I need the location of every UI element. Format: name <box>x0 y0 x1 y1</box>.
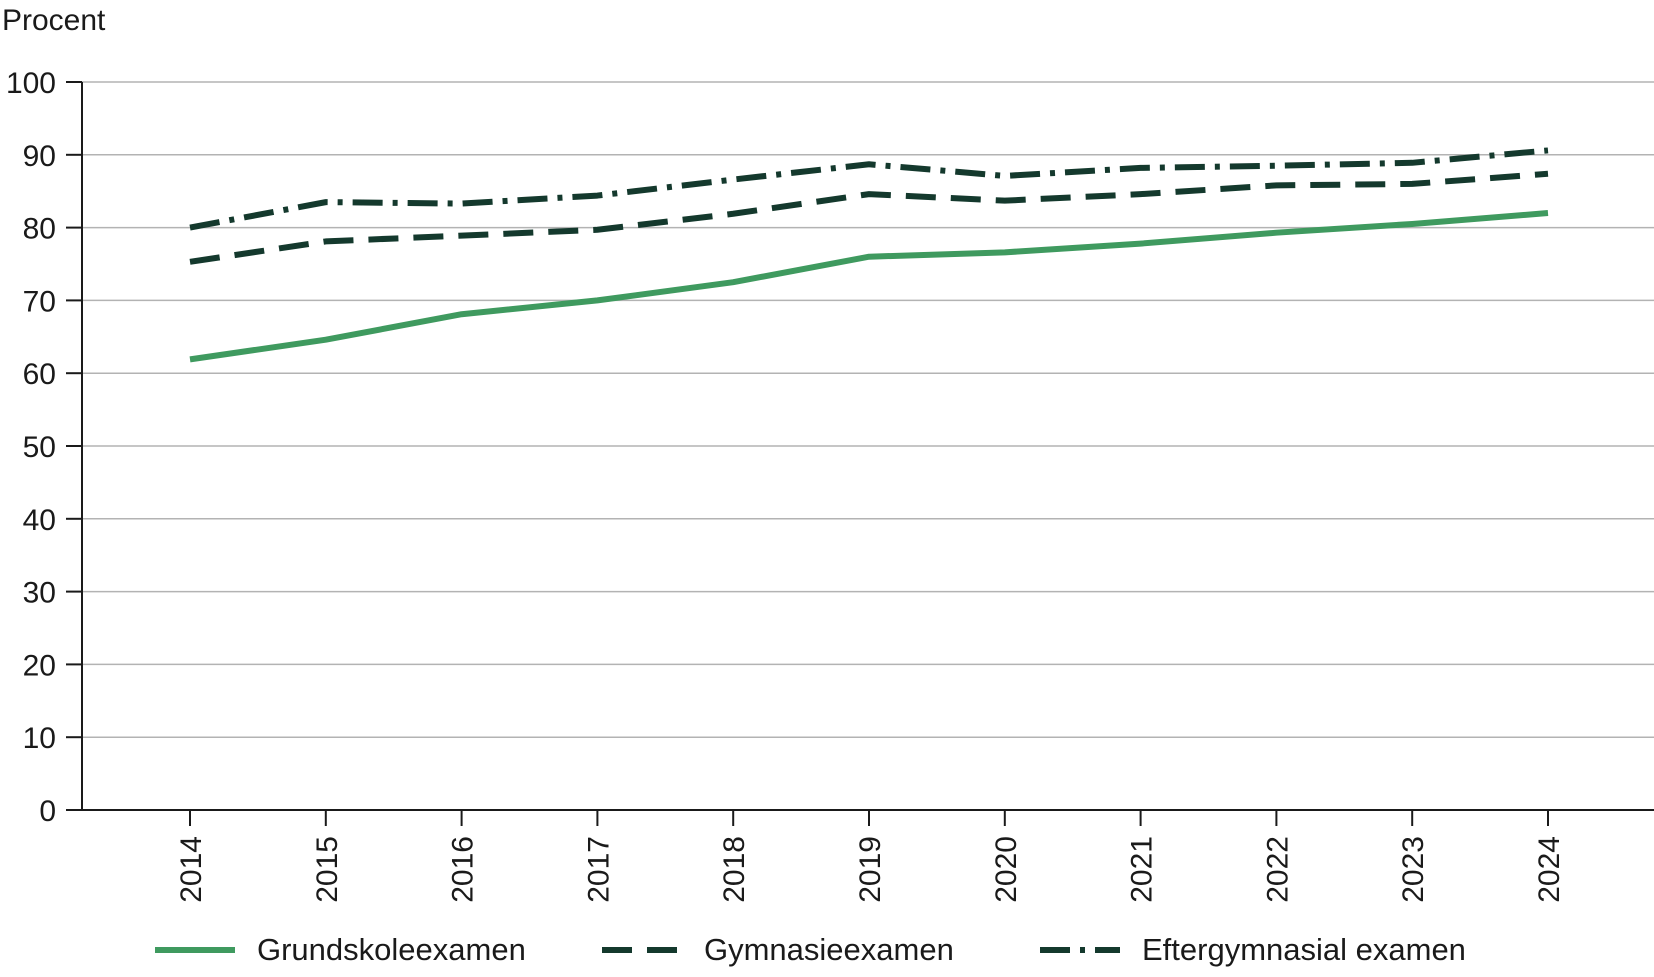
x-tick-label: 2017 <box>582 836 615 903</box>
legend-swatch-dashed <box>602 947 682 953</box>
y-tick-label: 100 <box>6 67 56 100</box>
y-axis-ticks: 0 10 20 30 40 50 60 70 80 90 100 <box>6 67 82 828</box>
y-tick-label: 70 <box>23 285 56 318</box>
x-tick-label: 2016 <box>447 836 480 903</box>
x-tick-label: 2022 <box>1261 836 1294 903</box>
x-tick-label: 2024 <box>1533 836 1566 903</box>
legend-label: Eftergymnasial examen <box>1142 932 1466 967</box>
series-line-grundskoleexamen <box>189 210 1549 363</box>
legend-item-eftergymnasial-examen: Eftergymnasial examen <box>1040 925 1466 975</box>
y-tick-label: 50 <box>23 431 56 464</box>
legend-item-grundskoleexamen: Grundskoleexamen <box>155 925 526 975</box>
series-line-gymnasieexamen <box>189 170 1549 265</box>
y-axis-unit-label: Procent <box>2 4 106 37</box>
legend-label: Gymnasieexamen <box>704 932 954 967</box>
legend-label: Grundskoleexamen <box>257 932 526 967</box>
legend-swatch-solid <box>155 947 235 953</box>
gridlines <box>82 81 1654 738</box>
y-tick-label: 40 <box>23 504 56 537</box>
x-tick-label: 2018 <box>718 836 751 903</box>
legend-item-gymnasieexamen: Gymnasieexamen <box>602 925 954 975</box>
series-lines <box>189 147 1549 363</box>
x-tick-label: 2023 <box>1397 836 1430 903</box>
x-tick-label: 2020 <box>990 836 1023 903</box>
x-tick-label: 2015 <box>311 836 344 903</box>
y-tick-label: 10 <box>23 722 56 755</box>
x-tick-label: 2021 <box>1126 836 1159 903</box>
y-tick-label: 90 <box>23 140 56 173</box>
x-axis-ticks: 2014 2015 2016 2017 2018 2019 2020 2021 2022 2023… <box>175 810 1566 903</box>
legend-swatch-dashdot <box>1040 947 1120 953</box>
y-tick-label: 30 <box>23 577 56 610</box>
legend: Grundskoleexamen Gymnasieexamen Eftergym… <box>0 925 1654 975</box>
y-tick-label: 0 <box>39 795 56 828</box>
series-line-eftergymnasial-examen <box>189 147 1549 231</box>
x-tick-label: 2019 <box>854 836 887 903</box>
y-tick-label: 20 <box>23 649 56 682</box>
y-tick-label: 80 <box>23 213 56 246</box>
y-tick-label: 60 <box>23 358 56 391</box>
x-tick-label: 2014 <box>175 836 208 903</box>
